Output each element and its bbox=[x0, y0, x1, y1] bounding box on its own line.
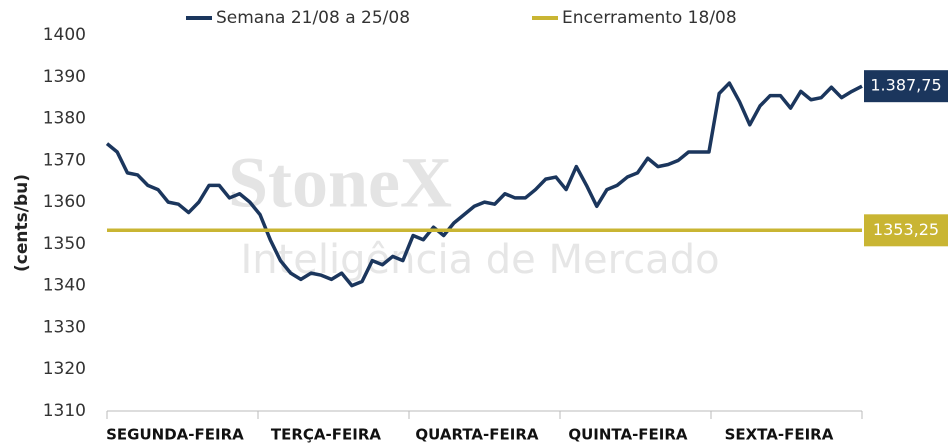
legend-label: Encerramento 18/08 bbox=[562, 8, 737, 28]
watermark-brand: StoneX bbox=[228, 143, 452, 223]
y-tick-label: 1310 bbox=[43, 401, 86, 421]
y-tick-label: 1390 bbox=[43, 67, 86, 87]
watermark-tagline: Inteligência de Mercado bbox=[240, 237, 719, 283]
end-label: 1.387,75 bbox=[870, 76, 941, 95]
x-tick-label: QUARTA-FEIRA bbox=[415, 426, 538, 444]
series-line bbox=[105, 81, 863, 288]
end-label-box bbox=[864, 214, 948, 247]
y-tick-label: 1350 bbox=[43, 234, 86, 254]
end-label-box bbox=[864, 70, 948, 103]
y-tick-label: 1400 bbox=[43, 25, 86, 45]
end-label: 1353,25 bbox=[873, 220, 939, 239]
x-tick-label: TERÇA-FEIRA bbox=[271, 426, 381, 444]
y-tick-label: 1330 bbox=[43, 317, 86, 337]
y-tick-label: 1360 bbox=[43, 192, 86, 212]
y-tick-label: 1340 bbox=[43, 276, 86, 296]
x-tick-label: SEGUNDA-FEIRA bbox=[106, 426, 244, 444]
y-tick-label: 1370 bbox=[43, 150, 86, 170]
legend-label: Semana 21/08 a 25/08 bbox=[216, 8, 410, 28]
x-tick-label: QUINTA-FEIRA bbox=[568, 426, 688, 444]
y-tick-label: 1380 bbox=[43, 109, 86, 129]
x-tick-label: SEXTA-FEIRA bbox=[725, 426, 834, 444]
y-tick-label: 1320 bbox=[43, 359, 86, 379]
y-axis-label: (cents/bu) bbox=[12, 174, 32, 272]
